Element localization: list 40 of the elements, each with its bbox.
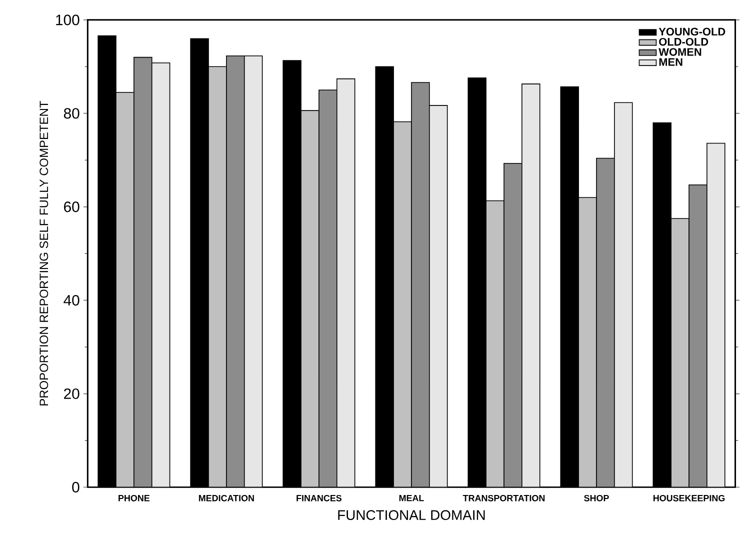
x-tick-label: PHONE xyxy=(118,494,150,502)
bar xyxy=(226,56,244,488)
bar xyxy=(208,66,226,488)
bar xyxy=(134,57,152,488)
bar xyxy=(670,218,690,488)
x-axis-title: FUNCTIONAL DOMAIN xyxy=(338,510,485,520)
x-tick-label: SHOP xyxy=(584,494,609,502)
x-tick-label: HOUSEKEEPING xyxy=(653,494,725,502)
bar xyxy=(116,92,134,488)
bar xyxy=(706,142,726,488)
legend-label: OLD-OLD xyxy=(659,38,708,46)
y-tick-label: 20 xyxy=(64,388,80,400)
bar xyxy=(301,110,319,488)
bar xyxy=(336,78,355,488)
bar xyxy=(688,184,708,488)
x-tick-label: FINANCES xyxy=(296,494,342,502)
bar xyxy=(244,56,262,488)
y-tick-label: 80 xyxy=(64,108,80,119)
legend-label: MEN xyxy=(659,58,682,66)
bar xyxy=(596,158,614,488)
y-tick-label: 0 xyxy=(72,482,80,492)
bar xyxy=(318,90,337,488)
bar xyxy=(152,62,170,488)
bar xyxy=(522,84,540,488)
x-tick-label: TRANSPORTATION xyxy=(462,494,545,502)
x-tick-label: MEDICATION xyxy=(198,494,254,502)
bar xyxy=(429,105,448,488)
bar xyxy=(504,163,522,488)
bar xyxy=(394,122,412,488)
y-tick-label: 60 xyxy=(64,202,80,212)
bar xyxy=(614,102,632,488)
bar xyxy=(486,200,504,488)
y-axis-title: PROPORTION REPORTING SELF FULLY COMPETENT xyxy=(40,101,48,406)
x-tick-label: MEAL xyxy=(399,494,424,502)
legend-label: YOUNG-OLD xyxy=(658,28,726,36)
legend-label: WOMEN xyxy=(658,48,702,56)
y-tick-label: 100 xyxy=(56,14,80,26)
bar xyxy=(578,197,596,488)
y-tick-label: 40 xyxy=(64,294,80,306)
bar xyxy=(411,82,430,488)
